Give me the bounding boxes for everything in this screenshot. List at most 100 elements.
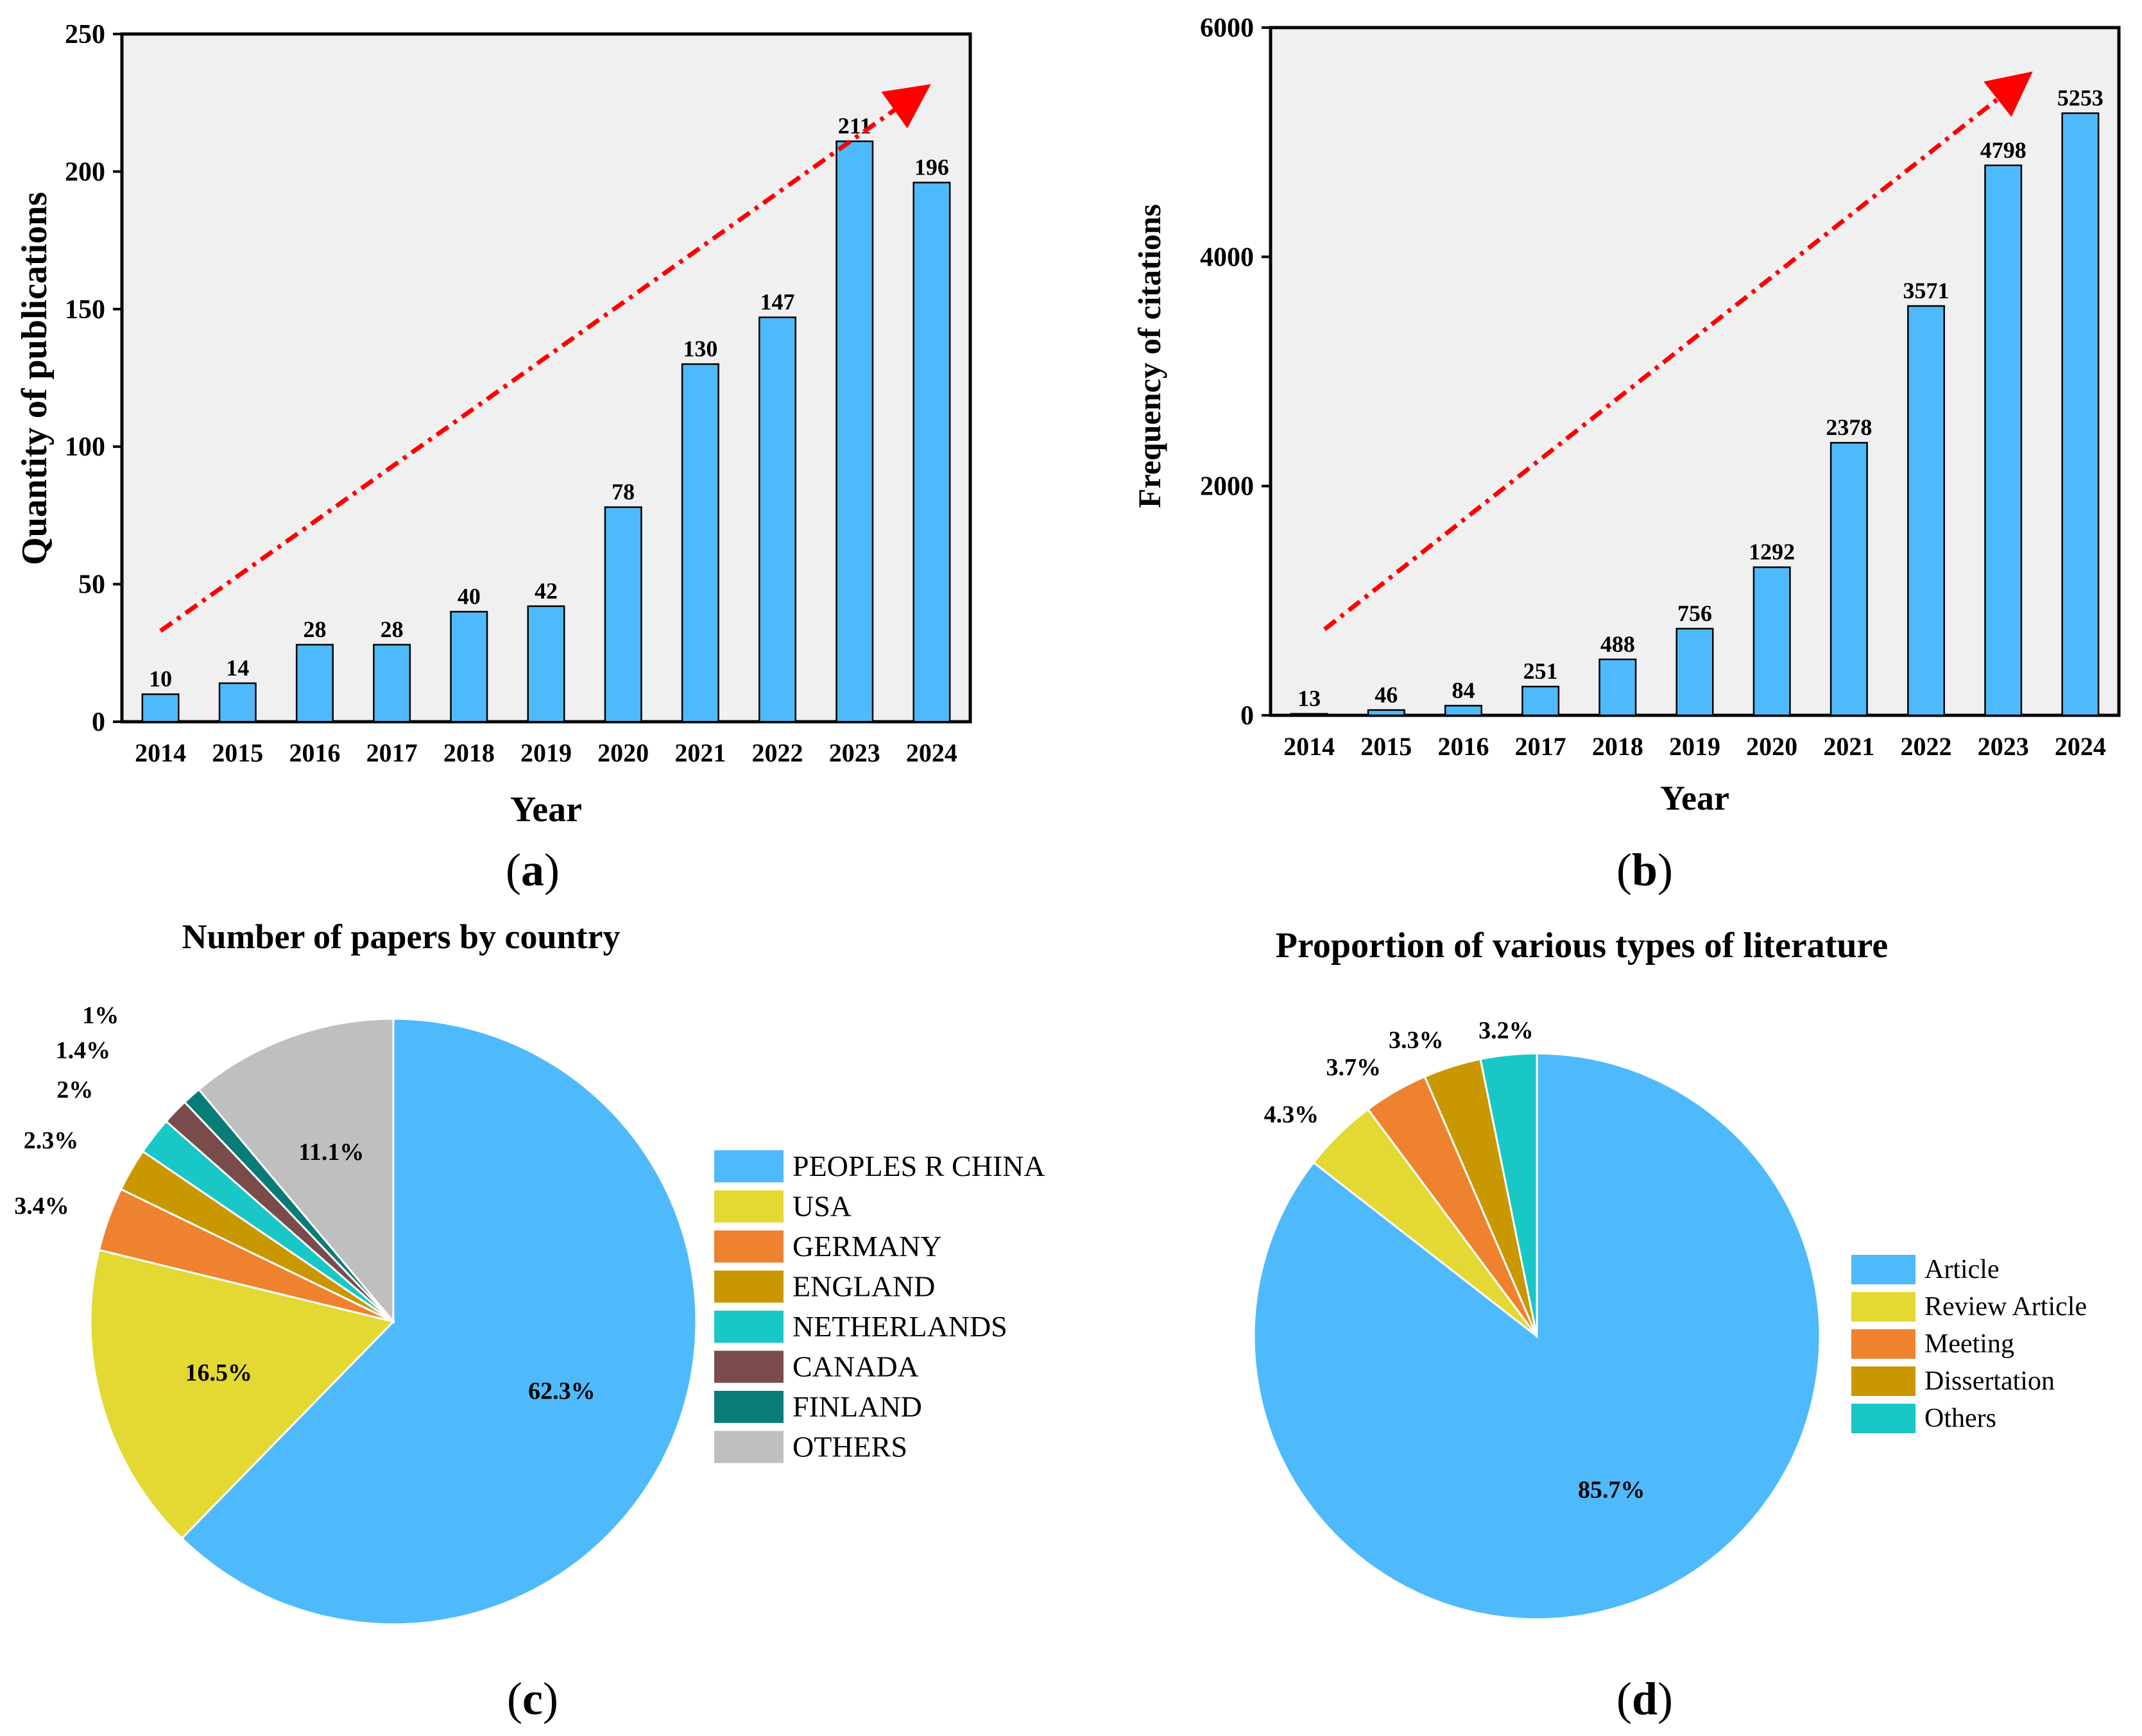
legend-swatch (714, 1350, 784, 1383)
bar-2022 (758, 316, 797, 723)
x-tick-label: 2023 (1978, 732, 2029, 761)
pie-slice-others (197, 1017, 395, 1325)
legend-swatch (1851, 1292, 1915, 1322)
panel-caption-b: (b) (1616, 844, 1673, 896)
legend-label: Others (1924, 1404, 1996, 1433)
bar-2023 (1984, 164, 2023, 717)
bar-2015 (218, 682, 257, 723)
x-tick-label: 2019 (1669, 732, 1720, 761)
legend-swatch (714, 1311, 784, 1343)
pie-value-label: 2% (56, 1076, 93, 1103)
bar-value-label: 14 (226, 655, 249, 681)
legend-label: OTHERS (793, 1431, 907, 1463)
bar-value-label: 1292 (1749, 539, 1795, 565)
legend-swatch (714, 1391, 784, 1423)
x-tick-label: 2024 (906, 738, 957, 767)
plot-area-b (1269, 26, 2121, 717)
bar-2021 (681, 363, 719, 723)
bar-value-label: 130 (683, 336, 717, 362)
x-axis-label-a: Year (510, 790, 582, 830)
x-tick-label: 2020 (597, 738, 649, 767)
bar-2019 (527, 605, 565, 723)
pie-value-label: 4.3% (1264, 1102, 1319, 1128)
pie-value-label: 62.3% (528, 1378, 595, 1405)
x-axis-label-b: Year (1660, 779, 1729, 817)
legend-label: PEOPLES R CHINA (793, 1150, 1045, 1182)
bar-value-label: 28 (303, 617, 326, 642)
bar-value-label: 40 (458, 583, 481, 609)
legend-label: CANADA (793, 1350, 919, 1383)
y-tick-label: 200 (65, 157, 105, 187)
pie-slice-others (1479, 1052, 1538, 1337)
legend-label: Article (1924, 1255, 2000, 1284)
bar-2020 (604, 506, 642, 723)
bar-2014 (141, 693, 180, 723)
bar-2015 (1367, 709, 1405, 717)
pie-value-label: 1% (82, 1002, 119, 1029)
bar-2019 (1675, 627, 1714, 717)
x-tick-label: 2023 (829, 738, 880, 767)
bar-2023 (835, 140, 874, 723)
bar-value-label: 5253 (2057, 85, 2103, 110)
bar-2020 (1752, 566, 1791, 717)
x-tick-label: 2016 (1437, 732, 1489, 761)
pie-slice-usa (89, 1248, 395, 1540)
pie-value-label: 2.3% (24, 1127, 79, 1154)
panel-c-country-pie: Number of papers by country 62.3% 16.5% 3.… (14, 917, 1045, 1724)
x-tick-label: 2017 (1515, 732, 1566, 761)
pie-slice-peoples-r-china (180, 1017, 698, 1626)
x-tick-label: 2021 (674, 738, 726, 767)
bar-value-label: 84 (1452, 677, 1475, 703)
y-tick-label: 250 (65, 20, 105, 49)
bar-2021 (1829, 441, 1868, 717)
x-tick-label: 2020 (1746, 732, 1797, 761)
bar-2017 (1521, 685, 1560, 717)
panel-a-publications-chart: 0 50 100 150 200 250 10 14 28 28 40 42 78 130 147 211 1… (15, 20, 972, 896)
bar-2018 (1598, 658, 1637, 717)
pie-value-label: 11.1% (298, 1139, 364, 1166)
bar-2022 (1907, 305, 1946, 717)
bar-value-label: 147 (760, 289, 795, 315)
bar-2016 (295, 643, 334, 723)
y-axis-label-a: Quantity of publications (15, 192, 55, 565)
panel-d-literature-type-pie: Proportion of various types of literatur… (1253, 926, 2087, 1724)
legend-swatch (714, 1190, 784, 1223)
x-tick-label: 2015 (212, 738, 263, 767)
panel-caption-a: (a) (506, 844, 560, 896)
bar-value-label: 756 (1677, 600, 1712, 626)
bar-value-label: 3571 (1903, 278, 1949, 303)
legend-swatch (1851, 1329, 1915, 1359)
bar-2014 (1290, 713, 1328, 717)
x-tick-label: 2024 (2055, 732, 2106, 761)
y-tick-label: 100 (65, 432, 105, 462)
bar-value-label: 196 (914, 155, 949, 180)
pie-value-label: 16.5% (185, 1359, 253, 1386)
x-tick-label: 2016 (289, 738, 340, 767)
legend-label: GERMANY (793, 1230, 942, 1263)
chart-title-c: Number of papers by country (182, 917, 620, 956)
legend-swatch (714, 1230, 784, 1263)
legend-swatch (714, 1270, 784, 1303)
x-tick-label: 2022 (1901, 732, 1952, 761)
panel-caption-d: (d) (1616, 1673, 1673, 1724)
bar-2024 (912, 182, 951, 723)
trend-arrow (1323, 71, 2033, 631)
bar-value-label: 42 (535, 578, 558, 604)
bar-2018 (450, 611, 488, 723)
trend-arrow (159, 84, 931, 633)
bar-2017 (373, 643, 411, 723)
x-tick-label: 2014 (1283, 732, 1335, 761)
pie-value-label: 3.3% (1389, 1026, 1444, 1053)
legend-label: ENGLAND (793, 1270, 935, 1303)
bar-value-label: 211 (838, 113, 871, 139)
x-tick-label: 2014 (135, 738, 186, 767)
legend-label: Meeting (1924, 1329, 2014, 1359)
bar-value-label: 78 (612, 479, 635, 505)
bar-value-label: 251 (1523, 658, 1558, 684)
legend-swatch (1851, 1366, 1915, 1396)
x-tick-label: 2022 (752, 738, 803, 767)
legend-label: NETHERLANDS (793, 1310, 1007, 1343)
x-tick-label: 2019 (520, 738, 572, 767)
bar-value-label: 4798 (1980, 137, 2026, 163)
